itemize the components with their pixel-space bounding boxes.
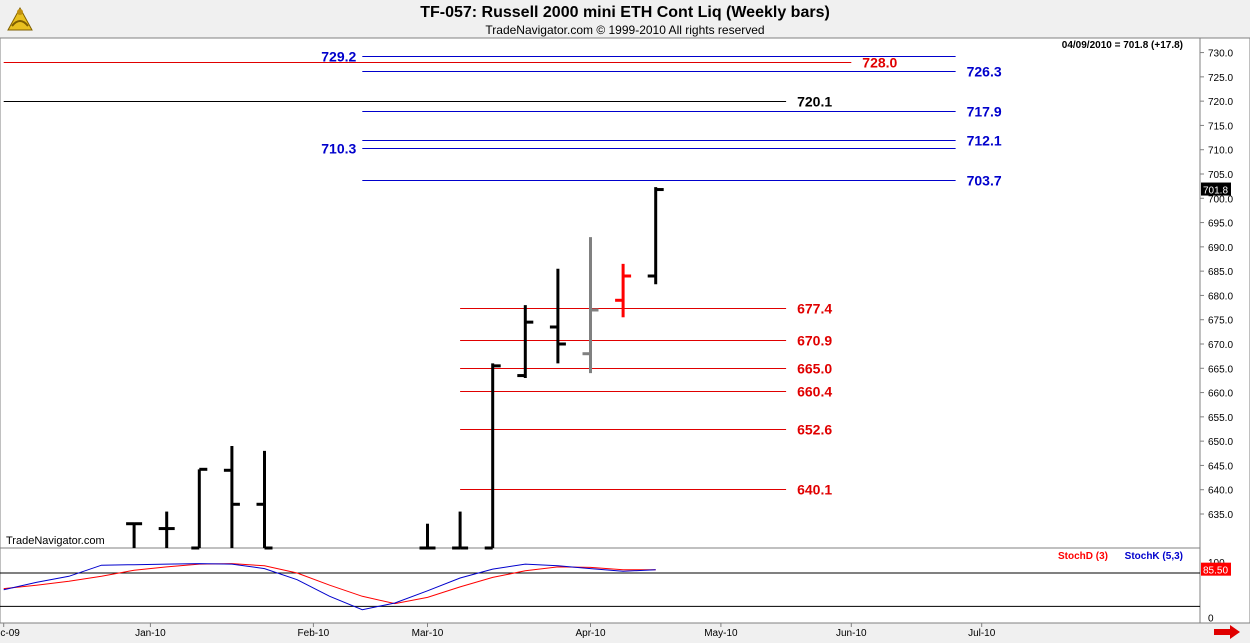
price-tick-label: 695.0 <box>1208 219 1233 230</box>
ohlc-bar <box>549 268 566 364</box>
price-tick-label: 670.0 <box>1208 340 1233 351</box>
stoch-value-box <box>1201 562 1231 576</box>
time-tick-label: May-10 <box>704 628 738 639</box>
level-label: 710.3 <box>321 141 356 157</box>
price-panel <box>0 37 1201 549</box>
price-tick-label: 690.0 <box>1208 243 1233 254</box>
price-axis-panel <box>1199 37 1250 624</box>
ohlc-bar <box>126 522 143 548</box>
time-axis: Dec-09 Jan-10 Feb-10 Mar-10 Apr-10 May-10 Jun-… <box>0 623 996 639</box>
level-label: 665.0 <box>797 361 832 377</box>
watermark-text: TradeNavigator.com <box>6 535 105 547</box>
copyright-text: TradeNavigator.com © 1999-2010 All right… <box>485 23 765 37</box>
price-tick-label: 715.0 <box>1208 121 1233 132</box>
levels-layer: 729.2 728.0 726.3 720.1 717.9 712.1 710.3 703.7… <box>3 49 1002 498</box>
stoch-tick-label: 0 <box>1208 613 1214 624</box>
level-label: 726.3 <box>967 64 1002 80</box>
level-label: 670.9 <box>797 333 832 349</box>
ohlc-bar <box>582 237 599 374</box>
last-price-box <box>1201 182 1231 196</box>
scroll-right-arrow-icon[interactable] <box>1214 625 1240 639</box>
stochastic-axis: 010085.50 <box>0 558 1231 624</box>
last-price-label: 701.8 <box>1203 186 1228 197</box>
price-tick-label: 635.0 <box>1208 510 1233 521</box>
ohlc-bar <box>517 305 534 378</box>
chart-title: TF-057: Russell 2000 mini ETH Cont Liq (… <box>420 4 830 21</box>
stoch-k-legend: StochK (5,3) <box>1125 551 1183 562</box>
price-tick-label: 720.0 <box>1208 97 1233 108</box>
ohlc-bar <box>256 450 273 550</box>
level-label: 712.1 <box>967 133 1002 149</box>
time-tick-label: Dec-09 <box>0 628 20 639</box>
time-tick-label: Jun-10 <box>836 628 867 639</box>
ohlc-bar <box>223 446 240 548</box>
level-label: 652.6 <box>797 422 832 438</box>
stochastic-layer <box>3 563 656 611</box>
ohlc-bar <box>647 187 664 285</box>
price-tick-label: 730.0 <box>1208 49 1233 60</box>
stoch-series-line <box>3 563 656 605</box>
level-label: 640.1 <box>797 482 832 498</box>
time-tick-label: Jan-10 <box>135 628 166 639</box>
level-label: 720.1 <box>797 94 832 110</box>
time-tick-label: Apr-10 <box>575 628 605 639</box>
price-tick-label: 705.0 <box>1208 170 1233 181</box>
price-tick-label: 680.0 <box>1208 291 1233 302</box>
price-tick-label: 650.0 <box>1208 437 1233 448</box>
ohlc-bar <box>191 467 208 550</box>
time-tick-label: Jul-10 <box>968 628 996 639</box>
price-tick-label: 710.0 <box>1208 146 1233 157</box>
stochastic-panel <box>0 547 1201 624</box>
price-tick-label: 665.0 <box>1208 364 1233 375</box>
ohlc-bar <box>615 263 632 318</box>
price-tick-label: 645.0 <box>1208 461 1233 472</box>
level-label: 717.9 <box>967 104 1002 120</box>
price-axis: 635.0 640.0 645.0 650.0 655.0 660.0 665.0 670.0… <box>1200 49 1233 521</box>
time-tick-label: Feb-10 <box>298 628 330 639</box>
price-tick-label: 675.0 <box>1208 316 1233 327</box>
level-label: 677.4 <box>797 301 832 317</box>
price-tick-label: 655.0 <box>1208 413 1233 424</box>
sextant-logo-icon <box>4 4 36 36</box>
level-label: 660.4 <box>797 384 832 400</box>
bars-layer <box>126 187 664 550</box>
price-tick-label: 700.0 <box>1208 194 1233 205</box>
level-label: 729.2 <box>321 49 356 65</box>
price-tick-label: 685.0 <box>1208 267 1233 278</box>
stoch-d-legend: StochD (3) <box>1058 551 1108 562</box>
price-tick-label: 725.0 <box>1208 73 1233 84</box>
ohlc-bar <box>484 363 501 550</box>
level-label: 728.0 <box>862 55 897 71</box>
price-tick-label: 660.0 <box>1208 389 1233 400</box>
ohlc-bar <box>158 511 175 548</box>
ohlc-bar <box>452 511 469 550</box>
stoch-value-label: 85.50 <box>1203 566 1228 577</box>
last-price-info: 04/09/2010 = 701.8 (+17.8) <box>1062 40 1183 51</box>
stoch-series-line <box>3 563 656 611</box>
ohlc-bar <box>419 523 436 550</box>
price-tick-label: 640.0 <box>1208 486 1233 497</box>
level-label: 703.7 <box>967 173 1002 189</box>
time-tick-label: Mar-10 <box>412 628 444 639</box>
